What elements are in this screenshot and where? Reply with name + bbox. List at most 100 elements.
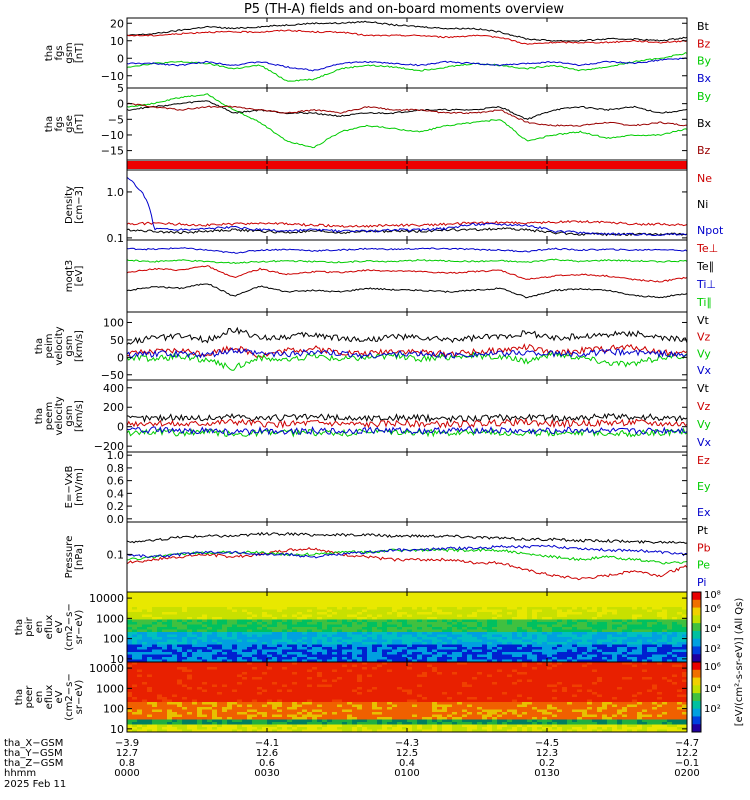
spectrogram-cell bbox=[172, 689, 178, 693]
spectrogram-cell bbox=[332, 592, 338, 595]
spectrogram-cell bbox=[162, 652, 168, 655]
spectrogram-cell bbox=[242, 634, 248, 638]
spectrogram-cell bbox=[352, 637, 358, 640]
y-tick-label: 100 bbox=[103, 633, 124, 646]
spectrogram-cell bbox=[187, 729, 193, 733]
y-tick-label: 10000 bbox=[89, 592, 124, 605]
spectrogram-cell bbox=[277, 609, 283, 613]
y-tick-label: 100 bbox=[103, 316, 124, 329]
spectrogram-cell bbox=[132, 719, 138, 723]
spectrogram-cell bbox=[667, 629, 673, 633]
spectrogram-cell bbox=[602, 652, 608, 655]
spectrogram-cell bbox=[247, 702, 253, 705]
spectrogram-cell bbox=[182, 639, 188, 643]
spectrogram-cell bbox=[202, 707, 208, 710]
spectrogram-cell bbox=[222, 677, 228, 680]
spectrogram-cell bbox=[157, 707, 163, 710]
spectrogram-cell bbox=[277, 689, 283, 693]
spectrogram-cell bbox=[252, 649, 258, 653]
spectrogram-cell bbox=[642, 647, 648, 650]
spectrogram-cell bbox=[667, 637, 673, 640]
spectrogram-cell bbox=[437, 592, 443, 595]
spectrogram-cell bbox=[142, 634, 148, 638]
spectrogram-cell bbox=[182, 707, 188, 710]
spectrogram-cell bbox=[177, 717, 183, 720]
spectrogram-cell bbox=[172, 602, 178, 605]
spectrogram-cell bbox=[312, 614, 318, 618]
spectrogram-cell bbox=[247, 639, 253, 643]
spectrogram-cell bbox=[337, 712, 343, 715]
spectrogram-cell bbox=[382, 684, 388, 688]
spectrogram-cell bbox=[187, 599, 193, 603]
spectrogram-cell bbox=[197, 642, 203, 645]
spectrogram-cell bbox=[167, 722, 173, 725]
spectrogram-cell bbox=[537, 652, 543, 655]
spectrogram-cell bbox=[632, 627, 638, 630]
spectrogram-cell bbox=[557, 657, 563, 660]
spectrogram-cell bbox=[672, 639, 678, 643]
spectrogram-cell bbox=[652, 659, 658, 663]
spectrogram-cell bbox=[292, 662, 298, 665]
spectrogram-cell bbox=[317, 694, 323, 698]
spectrogram-cell bbox=[517, 599, 523, 603]
spectrogram-cell bbox=[152, 649, 158, 653]
spectrogram-cell bbox=[197, 657, 203, 660]
spectrogram-cell bbox=[542, 592, 548, 595]
spectrogram-cell bbox=[312, 624, 318, 628]
spectrogram-cell bbox=[162, 714, 168, 718]
spectrogram-cell bbox=[397, 627, 403, 630]
spectrogram-cell bbox=[492, 659, 498, 663]
spectrogram-cell bbox=[612, 614, 618, 618]
spectrogram-cell bbox=[362, 677, 368, 680]
spectrogram-cell bbox=[267, 709, 273, 713]
spectrogram-cell bbox=[447, 649, 453, 653]
spectrogram-cell bbox=[182, 667, 188, 670]
spectrogram-cell bbox=[227, 672, 233, 675]
spectrogram-cell bbox=[172, 594, 178, 598]
spectrogram-cell bbox=[572, 619, 578, 623]
spectrogram-cell bbox=[292, 672, 298, 675]
spectrogram-cell bbox=[322, 707, 328, 710]
spectrogram-cell bbox=[182, 727, 188, 730]
y-tick-label: −5 bbox=[108, 113, 124, 126]
spectrogram-cell bbox=[307, 627, 313, 630]
spectrogram-cell bbox=[162, 649, 168, 653]
spectrogram-cell bbox=[252, 639, 258, 643]
spectrogram-cell bbox=[377, 704, 383, 708]
spectrogram-cell bbox=[297, 602, 303, 605]
y-axis-label: eV bbox=[54, 620, 65, 633]
spectrogram-cell bbox=[487, 604, 493, 608]
spectrogram-cell bbox=[647, 639, 653, 643]
spectrogram-cell bbox=[157, 657, 163, 660]
spectrogram-cell bbox=[147, 662, 153, 665]
spectrogram-cell bbox=[452, 599, 458, 603]
spectrogram-cell bbox=[612, 657, 618, 660]
spectrogram-cell bbox=[272, 619, 278, 623]
spectrogram-cell bbox=[407, 592, 413, 595]
spectrogram-cell bbox=[262, 652, 268, 655]
spectrogram-cell bbox=[642, 637, 648, 640]
spectrogram-cell bbox=[282, 697, 288, 700]
spectrogram-cell bbox=[177, 727, 183, 730]
spectrogram-cell bbox=[627, 604, 633, 608]
spectrogram-cell bbox=[222, 727, 228, 730]
spectrogram-cell bbox=[172, 682, 178, 685]
spectrogram-cell bbox=[527, 619, 533, 623]
spectrogram-cell bbox=[257, 694, 263, 698]
spectrogram-cell bbox=[642, 617, 648, 620]
spectrogram-cell bbox=[197, 637, 203, 640]
spectrogram-cell bbox=[197, 592, 203, 595]
spectrogram-cell bbox=[127, 699, 133, 703]
spectrogram-cell bbox=[562, 619, 568, 623]
spectrogram-cell bbox=[672, 597, 678, 600]
spectrogram-cell bbox=[277, 709, 283, 713]
spectrogram-cell bbox=[142, 644, 148, 648]
spectrogram-cell bbox=[507, 612, 513, 615]
spectrogram-cell bbox=[242, 619, 248, 623]
spectrogram-cell bbox=[187, 659, 193, 663]
spectrogram-cell bbox=[142, 664, 148, 668]
spectrogram-cell bbox=[182, 624, 188, 628]
spectrogram-cell bbox=[277, 597, 283, 600]
spectrogram-cell bbox=[262, 599, 268, 603]
spectrogram-cell bbox=[362, 687, 368, 690]
